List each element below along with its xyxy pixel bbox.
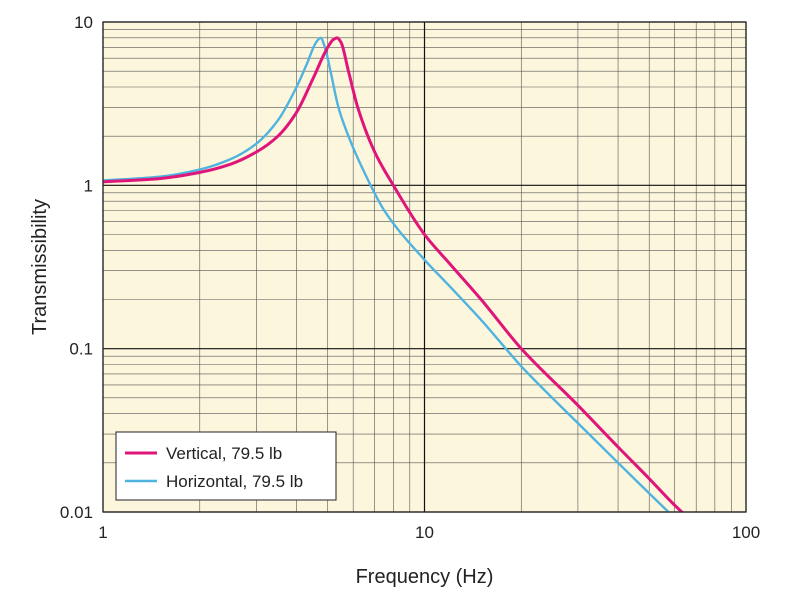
legend: Vertical, 79.5 lb Horizontal, 79.5 lb — [115, 431, 337, 501]
x-tick-label: 10 — [415, 523, 434, 542]
x-tick-label: 1 — [98, 523, 107, 542]
y-tick-label: 0.01 — [60, 503, 93, 522]
plot-frame — [102, 21, 747, 513]
y-tick-labels: 0.01 0.1 1 10 — [60, 13, 93, 522]
y-tick-label: 10 — [74, 13, 93, 32]
y-tick-label: 0.1 — [69, 340, 93, 359]
legend-label-vertical: Vertical, 79.5 lb — [166, 444, 282, 463]
legend-label-horizontal: Horizontal, 79.5 lb — [166, 472, 303, 491]
series-line-vertical — [103, 36, 685, 512]
data-series — [103, 36, 685, 512]
x-axis-title: Frequency (Hz) — [356, 566, 494, 588]
legend-box — [115, 431, 337, 501]
series-line-horizontal — [103, 36, 671, 512]
x-tick-label: 100 — [732, 523, 760, 542]
y-tick-label: 1 — [84, 176, 93, 195]
x-tick-labels: 1 10 100 — [98, 523, 760, 542]
y-axis-title: Transmissibility — [29, 199, 51, 335]
